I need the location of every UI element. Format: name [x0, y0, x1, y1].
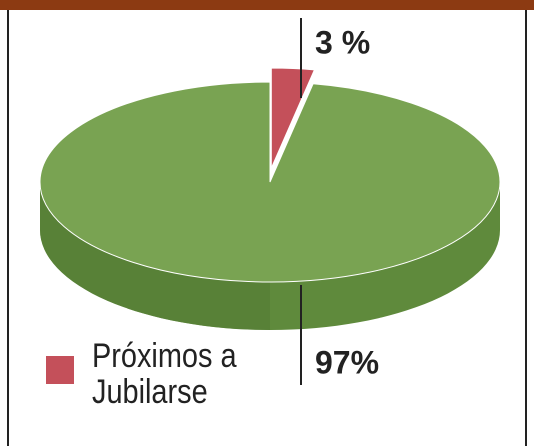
value-label: 97%	[315, 344, 379, 380]
pie-slice	[270, 67, 316, 169]
legend-swatch	[46, 356, 74, 384]
pie-slice	[39, 81, 501, 283]
pie-side-shade	[40, 182, 270, 330]
legend-label: Próximos a Jubilarse	[92, 337, 237, 411]
value-label: 3 %	[315, 24, 370, 60]
pie	[39, 67, 501, 330]
top-bar	[0, 0, 534, 10]
